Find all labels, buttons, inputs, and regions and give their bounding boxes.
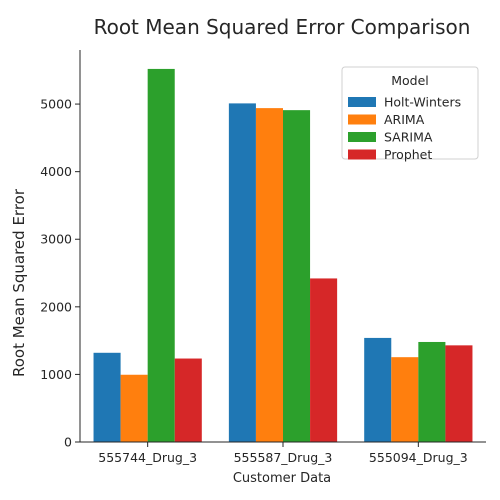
chart-title: Root Mean Squared Error Comparison bbox=[94, 15, 471, 39]
axes-layer: 0 1000 2000 3000 4000 5000 555744_Drug_3 555587… bbox=[40, 50, 486, 465]
legend-swatch bbox=[348, 114, 376, 125]
bar-holt-winters-1 bbox=[228, 103, 256, 443]
y-axis-title: Root Mean Squared Error bbox=[10, 188, 28, 377]
y-tick-label: 1000 bbox=[40, 367, 72, 382]
legend-label: Holt-Winters bbox=[384, 95, 461, 110]
y-tick-label: 2000 bbox=[40, 299, 72, 314]
x-axis-title: Customer Data bbox=[233, 471, 331, 486]
legend-swatch bbox=[348, 97, 376, 107]
y-tick-label: 0 bbox=[64, 435, 72, 450]
bar-holt-winters-0 bbox=[93, 352, 121, 442]
legend-label: Prophet bbox=[384, 147, 432, 162]
x-tick-label: 555094_Drug_3 bbox=[369, 450, 468, 465]
bar-arima-2 bbox=[391, 357, 419, 442]
legend-label: ARIMA bbox=[384, 112, 425, 127]
legend-label: SARIMA bbox=[384, 130, 433, 145]
y-tick-label: 3000 bbox=[40, 232, 72, 247]
bar-arima-0 bbox=[120, 374, 148, 442]
x-tick-label: 555744_Drug_3 bbox=[98, 450, 197, 465]
bar-holt-winters-2 bbox=[364, 337, 392, 442]
bar-sarima-0 bbox=[147, 68, 175, 443]
bar-prophet-0 bbox=[174, 358, 202, 442]
legend-swatch bbox=[348, 149, 376, 160]
x-tick-label: 555587_Drug_3 bbox=[234, 450, 333, 465]
y-tick-label: 5000 bbox=[40, 97, 72, 112]
legend: Model Holt-Winters ARIMA SARIMA Prophet bbox=[341, 66, 479, 162]
bars-layer bbox=[93, 68, 473, 443]
legend-swatch bbox=[348, 132, 376, 142]
bar-sarima-2 bbox=[418, 341, 446, 442]
bar-arima-1 bbox=[255, 108, 283, 442]
legend-title: Model bbox=[391, 73, 429, 88]
bar-prophet-1 bbox=[310, 278, 338, 442]
bar-sarima-1 bbox=[283, 110, 311, 442]
bar-prophet-2 bbox=[445, 345, 473, 442]
y-tick-label: 4000 bbox=[40, 164, 72, 179]
